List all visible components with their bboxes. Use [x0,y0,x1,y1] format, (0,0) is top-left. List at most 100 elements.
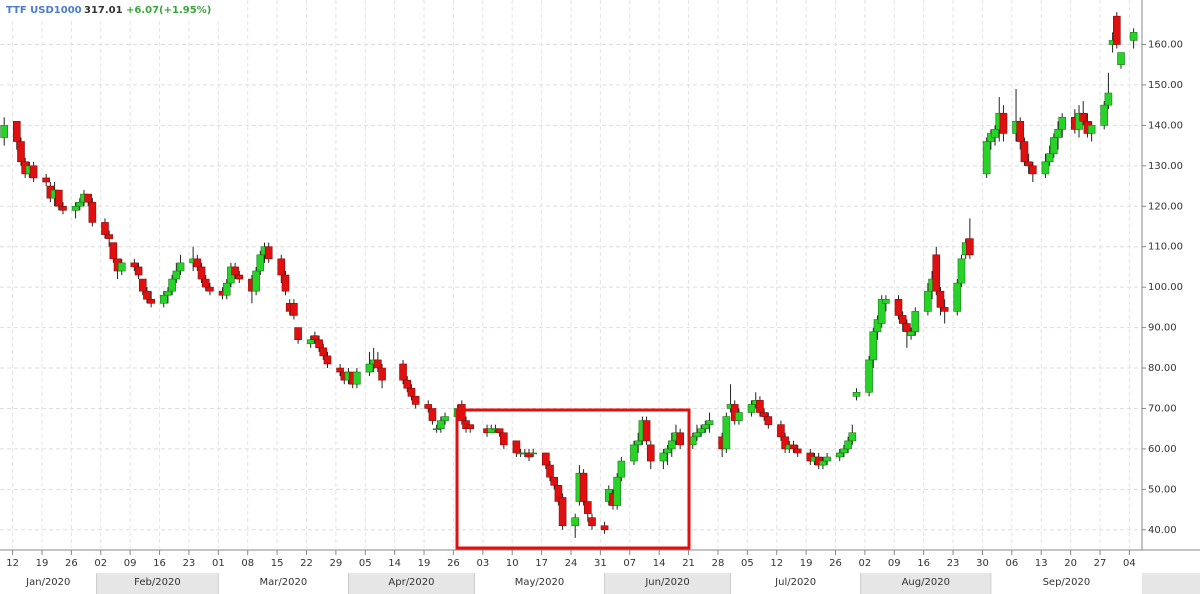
x-tick-label: 05 [741,558,754,569]
candle-body [466,424,475,429]
x-tick-label: 02 [859,558,872,569]
month-band [96,573,219,594]
candle-body [613,476,621,506]
y-tick-label: 60.00 [1148,444,1177,455]
candle-body [172,270,181,280]
candle-body [982,141,991,175]
x-tick-label: 04 [1123,558,1136,569]
candle-body [336,367,344,373]
x-tick-label: 29 [330,558,343,569]
candle-body [277,258,286,276]
candle-body [642,420,651,442]
x-tick-label: 13 [1035,558,1048,569]
candle-body [294,327,302,341]
candle-body [722,416,731,450]
candle-body [159,294,168,304]
candle-body [852,391,861,397]
symbol: TTF USD1000 [6,5,82,16]
candle-body [365,363,374,373]
candle-body [546,464,554,478]
candle-body [663,448,672,454]
candle-body [966,238,974,256]
x-tick-label: 26 [447,558,460,569]
candle-body [697,428,705,434]
candle-body [59,205,67,211]
candle-body [646,444,655,462]
x-tick-label: 24 [565,558,578,569]
candle-body [12,121,21,142]
candle-body [1016,121,1025,142]
y-tick-label: 160.00 [1148,39,1183,50]
candle-body [353,371,361,385]
candle-body [1117,52,1125,66]
x-tick-label: 09 [888,558,901,569]
candle-body [1054,129,1062,138]
candle-body [848,432,857,442]
candle-body [168,278,176,292]
candle-body [865,359,873,393]
month-label: Mar/2020 [260,577,308,588]
month-label: Sep/2020 [1043,577,1091,588]
candle-body [134,266,143,276]
candle-body [844,440,852,450]
x-tick-label: 06 [1005,558,1018,569]
candle-body [840,448,848,454]
grid [0,0,1142,548]
candle-body [42,177,50,183]
candle-body [281,274,290,292]
x-tick-label: 16 [153,558,166,569]
candle-body [437,420,445,429]
header-bg [0,0,220,18]
candle-body [231,266,239,276]
candle-body [789,444,798,450]
y-tick-label: 90.00 [1148,323,1177,334]
candle-body [1129,32,1138,41]
candle-body [17,141,25,163]
month-label: Feb/2020 [134,577,181,588]
x-tick-label: 19 [800,558,813,569]
candle-body [542,452,550,466]
month-label: Apr/2020 [388,577,434,588]
candle-body [554,485,563,502]
y-tick-label: 80.00 [1148,363,1177,374]
candle-body [756,400,764,413]
candle-body [617,460,626,478]
candle-body [1087,125,1096,134]
x-tick-label: 14 [388,558,401,569]
candle-body [932,254,941,292]
candle-body [323,355,332,365]
x-tick-label: 28 [712,558,725,569]
x-tick-label: 10 [506,558,519,569]
x-tick-label: 07 [623,558,636,569]
candle-body [374,359,382,369]
x-tick-label: 12 [770,558,783,569]
candle-body [676,432,684,446]
candle-body [428,408,437,421]
candle-body [206,286,214,292]
candle-body [235,274,244,280]
y-tick-label: 50.00 [1148,484,1177,495]
candle-body [1024,161,1033,167]
x-tick-label: 27 [1094,558,1107,569]
x-tick-label: 14 [653,558,666,569]
candles [0,12,1138,538]
candle-body [319,347,328,357]
candle-body [441,416,449,421]
candle-body [659,452,668,462]
y-tick-label: 130.00 [1148,161,1183,172]
candle-body [835,452,844,458]
candle-body [101,222,109,235]
candle-body [579,472,588,502]
candle-body [500,432,508,446]
x-tick-label: 08 [241,558,254,569]
month-label: Jun/2020 [644,577,689,588]
candle-body [869,331,878,361]
candle-body [793,448,802,454]
candle-body [29,165,38,179]
candle-body [764,416,773,425]
candle-body [193,258,202,268]
y-tick-label: 70.00 [1148,403,1177,414]
candle-body [0,125,8,138]
month-label: May/2020 [515,577,565,588]
month-label: Jan/2020 [25,577,70,588]
